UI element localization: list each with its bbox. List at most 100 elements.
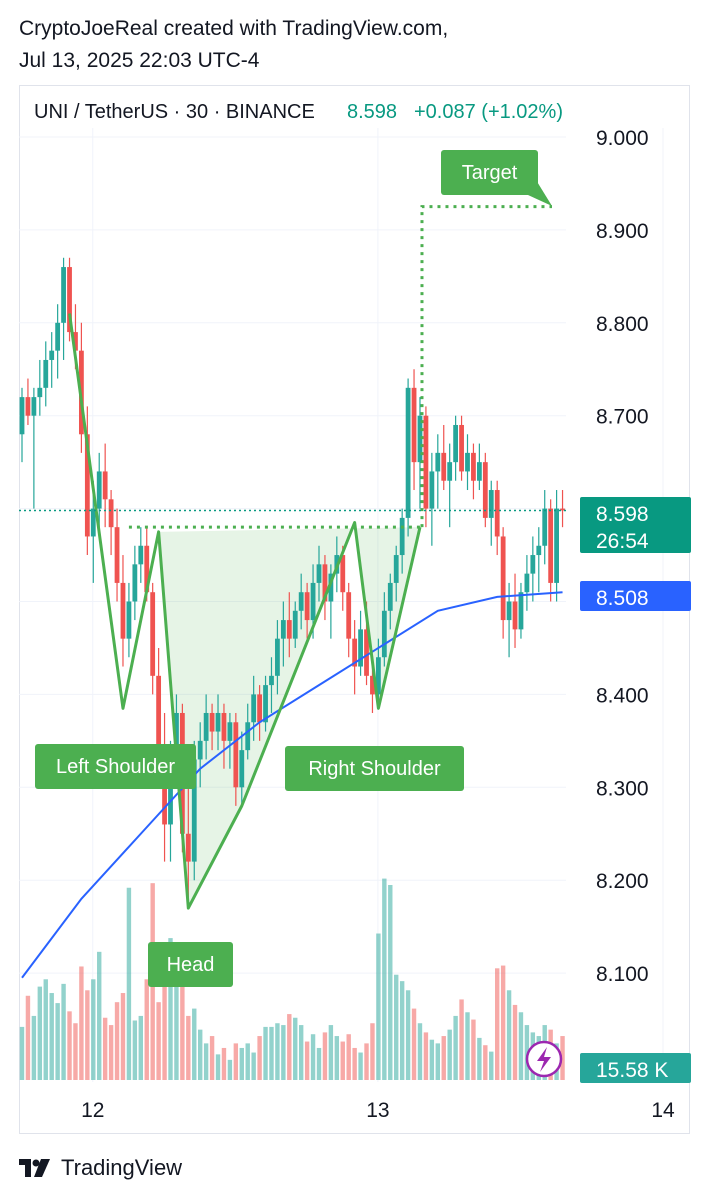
volume-bar: [126, 887, 132, 1080]
volume-bar: [429, 1039, 435, 1080]
footer-brand: TradingView: [61, 1155, 183, 1180]
volume-bar: [85, 990, 90, 1080]
candle-body: [162, 768, 167, 825]
price-tick-label: 8.300: [596, 777, 649, 800]
candle-body: [84, 434, 90, 537]
tag-box: [580, 1053, 691, 1083]
candle-body: [203, 712, 209, 741]
grid-lines: [19, 128, 664, 1082]
candle-body: [215, 712, 221, 732]
candle-body: [441, 452, 447, 481]
candle-body: [275, 638, 280, 676]
candle-body: [245, 722, 251, 751]
volume-bar: [180, 979, 185, 1080]
tag-text: 8.508: [596, 587, 649, 610]
candle-body: [399, 517, 405, 556]
candle-body: [251, 694, 257, 723]
candle-body: [453, 424, 459, 463]
volume-bar: [370, 1023, 375, 1080]
candle-body: [292, 610, 298, 639]
moving-average-path: [21, 591, 563, 979]
candle-body: [185, 833, 191, 862]
volume-bar: [162, 965, 167, 1080]
candle-body: [548, 508, 554, 583]
volume-bar: [465, 1012, 470, 1080]
candle-body: [423, 415, 429, 509]
volume-bar: [358, 1052, 363, 1080]
candle-body: [90, 508, 96, 537]
volume-bar: [512, 1004, 518, 1080]
annotation-labels: Target Left Shoulder Head Right Shoulder: [35, 150, 552, 987]
candle-body: [209, 712, 215, 732]
candle-body: [138, 545, 144, 565]
candle-body: [269, 675, 274, 686]
volume-bar: [269, 1026, 274, 1080]
volume-bar: [441, 1036, 446, 1080]
volume-bar: [506, 990, 512, 1080]
volume-bar: [138, 1015, 143, 1080]
volume-bar: [251, 1052, 256, 1080]
candle-body: [500, 536, 506, 621]
candle-body: [387, 582, 393, 611]
candle-body: [476, 462, 482, 481]
volume-bar: [316, 1047, 322, 1080]
candle-body: [304, 592, 310, 621]
time-tick-label: 14: [651, 1099, 675, 1122]
candle-body: [494, 490, 500, 537]
volume-bar: [19, 1026, 25, 1080]
candle-body: [393, 555, 399, 583]
candle-body: [471, 452, 476, 481]
last-price-tag: 8.598 26:54: [580, 497, 691, 553]
candle-body: [263, 685, 268, 723]
candle-body: [257, 694, 262, 723]
volume-bar: [198, 1029, 203, 1080]
tag-box: [580, 497, 691, 553]
volume-bar: [447, 1029, 452, 1080]
volume-bar: [435, 1043, 440, 1080]
candle-body: [381, 610, 387, 658]
volume-bar: [489, 1051, 494, 1080]
footer: TradingView: [19, 1153, 182, 1183]
header-date: Jul 13, 2025 22:03 UTC-4: [19, 49, 260, 72]
volume-bar: [67, 1011, 72, 1080]
candle-body: [322, 564, 328, 602]
pattern-drawings: [19, 205, 566, 910]
candle-body: [370, 675, 375, 695]
candle-body: [126, 601, 132, 639]
volume-bar: [263, 1026, 268, 1080]
candle-body: [102, 471, 108, 500]
volume-bar: [43, 979, 48, 1080]
candle-body: [352, 638, 358, 667]
candle-body: [31, 397, 37, 416]
volume-bar: [108, 1025, 114, 1080]
candle-body: [482, 462, 488, 518]
candle-body: [328, 573, 334, 602]
candle-body: [298, 592, 304, 611]
volume-bar: [394, 974, 399, 1080]
volume-bar: [120, 993, 126, 1080]
candle-body: [554, 508, 559, 583]
price-tick-label: 8.200: [596, 870, 649, 893]
volume-bar: [483, 1045, 488, 1080]
target-label: Target: [441, 150, 552, 206]
candle-body: [150, 592, 156, 676]
candle-body: [310, 582, 316, 621]
volume-bar: [168, 938, 173, 1080]
label-text: Right Shoulder: [308, 758, 441, 780]
candle-body: [435, 452, 441, 472]
volume-bar: [411, 1008, 417, 1080]
candle-body: [49, 350, 55, 360]
candle-body: [168, 759, 173, 825]
price-tags: 8.598 26:54 8.508 15.58 K: [580, 497, 691, 1083]
volume-bar: [97, 951, 102, 1080]
volume-bar: [524, 1025, 530, 1080]
volume-bar: [37, 986, 43, 1080]
tag-text: 8.598: [596, 503, 649, 526]
lightning-icon[interactable]: [525, 1040, 563, 1078]
candle-body: [174, 712, 179, 760]
candle-body: [465, 452, 470, 472]
pattern-zigzag: [68, 313, 422, 910]
candle-body: [447, 462, 453, 481]
volume-bar: [174, 960, 179, 1080]
